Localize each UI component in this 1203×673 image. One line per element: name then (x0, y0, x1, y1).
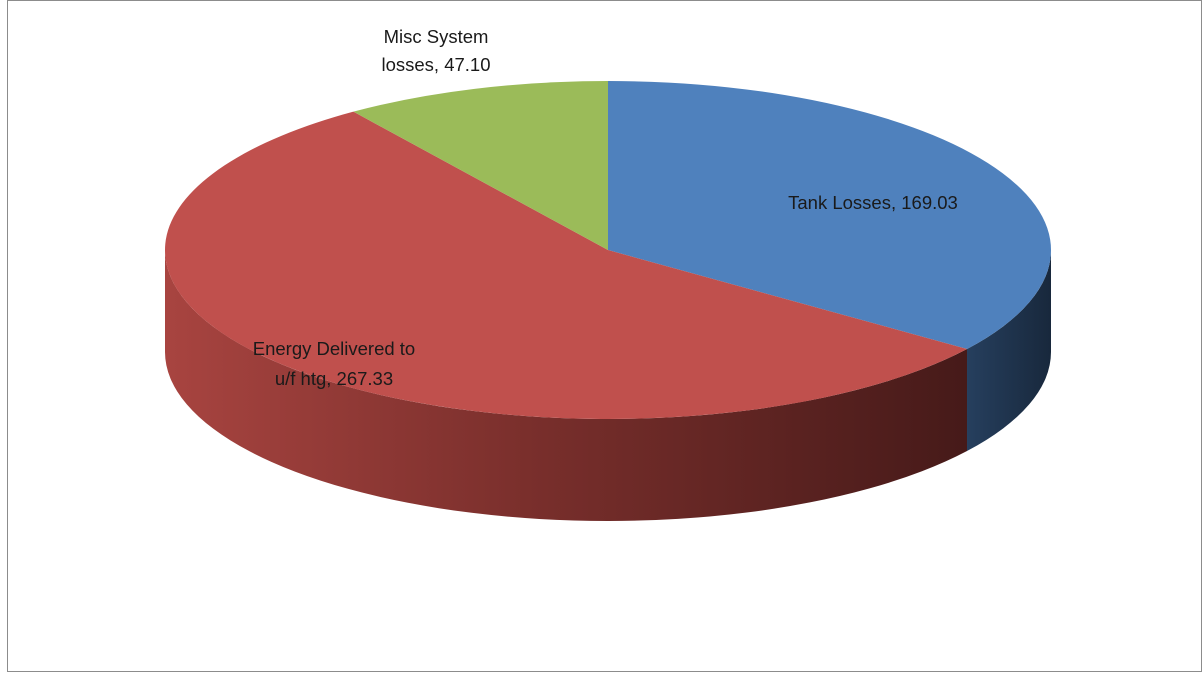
chart-area: Tank Losses, 169.03 Energy Delivered to u/… (7, 0, 1202, 672)
pie-side-energy-delivered-to-u-f-htg (165, 250, 968, 521)
data-label-energy-delivered-to-u-f-htg: Energy Delivered to u/f htg, 267.33 (253, 338, 415, 389)
data-label-line: losses, 47.10 (381, 54, 490, 75)
data-label-line: Energy Delivered to (253, 338, 415, 359)
data-label-line: u/f htg, 267.33 (275, 368, 393, 389)
pie-chart: Tank Losses, 169.03 Energy Delivered to u/… (165, 26, 1051, 521)
pie-slice-misc-system-losses (353, 81, 608, 250)
data-label-misc-system-losses: Misc System losses, 47.10 (381, 26, 490, 75)
data-label-tank-losses: Tank Losses, 169.03 (788, 192, 958, 213)
pie-slice-energy-delivered-to-u-f-htg (165, 111, 968, 419)
data-label-line: Tank Losses, 169.03 (788, 192, 958, 213)
data-label-line: Misc System (384, 26, 489, 47)
pie-side-tank-losses (967, 250, 1051, 452)
pie-slice-tank-losses (608, 81, 1051, 350)
